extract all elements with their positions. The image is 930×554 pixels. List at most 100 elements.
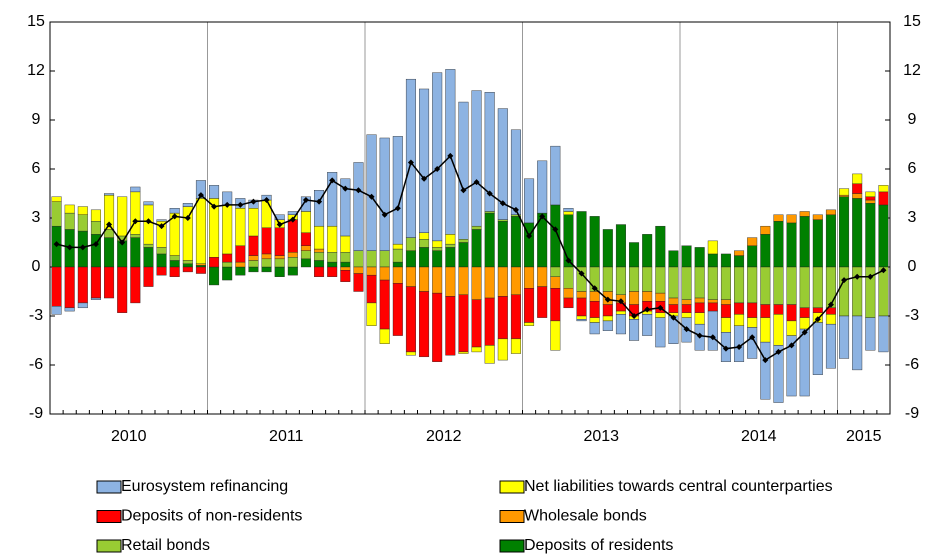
- bar-segment: [812, 219, 823, 268]
- bar-segment: [405, 78, 416, 238]
- bar-segment: [248, 266, 259, 273]
- bar-segment: [77, 302, 88, 309]
- line-marker: [526, 232, 533, 239]
- bar-segment: [720, 266, 731, 300]
- bar-segment: [799, 266, 810, 309]
- x-tick-label: 2012: [426, 428, 462, 445]
- line-marker: [66, 244, 73, 251]
- bar-segment: [340, 261, 351, 268]
- bar-segment: [497, 296, 508, 340]
- legend-label: Eurosystem refinancing: [121, 478, 288, 495]
- bar-segment: [852, 183, 863, 194]
- line-marker: [788, 342, 795, 349]
- bar-segment: [629, 242, 640, 268]
- line-marker: [184, 215, 191, 221]
- bar-segment: [537, 266, 548, 287]
- bar-segment: [576, 297, 587, 317]
- bar-segment: [707, 310, 718, 351]
- bar-segment: [195, 180, 206, 199]
- bar-segment: [655, 317, 666, 348]
- bar-segment: [169, 266, 180, 278]
- bar-segment: [576, 211, 587, 268]
- bar-segment: [799, 317, 810, 330]
- line-marker: [342, 185, 349, 192]
- line-marker: [736, 344, 743, 351]
- bar-segment: [576, 315, 587, 320]
- line-marker: [289, 216, 296, 223]
- bar-segment: [248, 235, 259, 256]
- line-marker: [683, 326, 690, 333]
- bar-segment: [445, 266, 456, 297]
- bar-segment: [143, 201, 154, 206]
- bar-segment: [327, 252, 338, 263]
- bar-segment: [366, 302, 377, 326]
- bar-segment: [419, 247, 430, 268]
- bar-segment: [432, 247, 443, 251]
- legend-swatch: [96, 539, 122, 553]
- bar-segment: [405, 237, 416, 251]
- line-marker: [709, 334, 716, 341]
- bar-segment: [878, 315, 889, 353]
- bar-segment: [681, 312, 692, 318]
- bar-segment: [602, 266, 613, 292]
- bar-segment: [458, 101, 469, 240]
- bar-segment: [405, 250, 416, 268]
- bar-segment: [602, 229, 613, 268]
- bar-segment: [51, 306, 62, 315]
- line-marker: [381, 211, 388, 218]
- bar-segment: [510, 338, 521, 354]
- bar-segment: [524, 178, 535, 224]
- bar-segment: [878, 185, 889, 193]
- bar-segment: [878, 266, 889, 317]
- bar-segment: [510, 294, 521, 340]
- bar-segment: [484, 92, 495, 212]
- bar-segment: [720, 304, 731, 318]
- bar-segment: [681, 299, 692, 305]
- bar-segment: [865, 317, 876, 351]
- line-marker: [158, 223, 165, 230]
- bar-segment: [104, 266, 115, 299]
- bar-segment: [878, 204, 889, 268]
- line-marker: [814, 316, 821, 323]
- bar-segment: [734, 266, 745, 304]
- x-tick-label: 2013: [583, 428, 619, 445]
- bar-segment: [274, 227, 285, 256]
- bar-segment: [379, 266, 390, 281]
- bar-segment: [235, 207, 246, 246]
- y2-tick-label: 6: [908, 160, 917, 177]
- bar-segment: [865, 199, 876, 204]
- bar-segment: [287, 252, 298, 258]
- bar-segment: [300, 258, 311, 268]
- line-marker: [499, 200, 506, 207]
- plot-frame: [49, 21, 891, 415]
- bar-segment: [484, 345, 495, 364]
- bar-segment: [655, 292, 666, 302]
- line-marker: [79, 244, 86, 251]
- y-tick-label: -3: [29, 307, 43, 324]
- bar-segment: [169, 260, 180, 268]
- bar-segment: [786, 320, 797, 336]
- bar-segment: [261, 227, 272, 255]
- bar-segment: [497, 338, 508, 361]
- line-marker: [827, 301, 834, 308]
- bar-segment: [458, 242, 469, 268]
- bar-segment: [747, 317, 758, 328]
- bar-segment: [655, 312, 666, 318]
- bar-segment: [471, 266, 482, 300]
- bar-segment: [576, 291, 587, 299]
- bar-segment: [156, 266, 167, 276]
- bar-segment: [209, 257, 220, 268]
- bar-segment: [287, 266, 298, 276]
- bar-segment: [287, 257, 298, 268]
- bar-segment: [773, 314, 784, 346]
- bar-segment: [734, 314, 745, 327]
- bar-segment: [274, 255, 285, 260]
- bar-segment: [524, 288, 535, 323]
- bar-segment: [747, 327, 758, 359]
- line-marker: [224, 201, 231, 208]
- bar-segment: [405, 286, 416, 353]
- line-marker: [211, 203, 218, 210]
- bar-segment: [471, 346, 482, 353]
- bar-segment: [629, 266, 640, 292]
